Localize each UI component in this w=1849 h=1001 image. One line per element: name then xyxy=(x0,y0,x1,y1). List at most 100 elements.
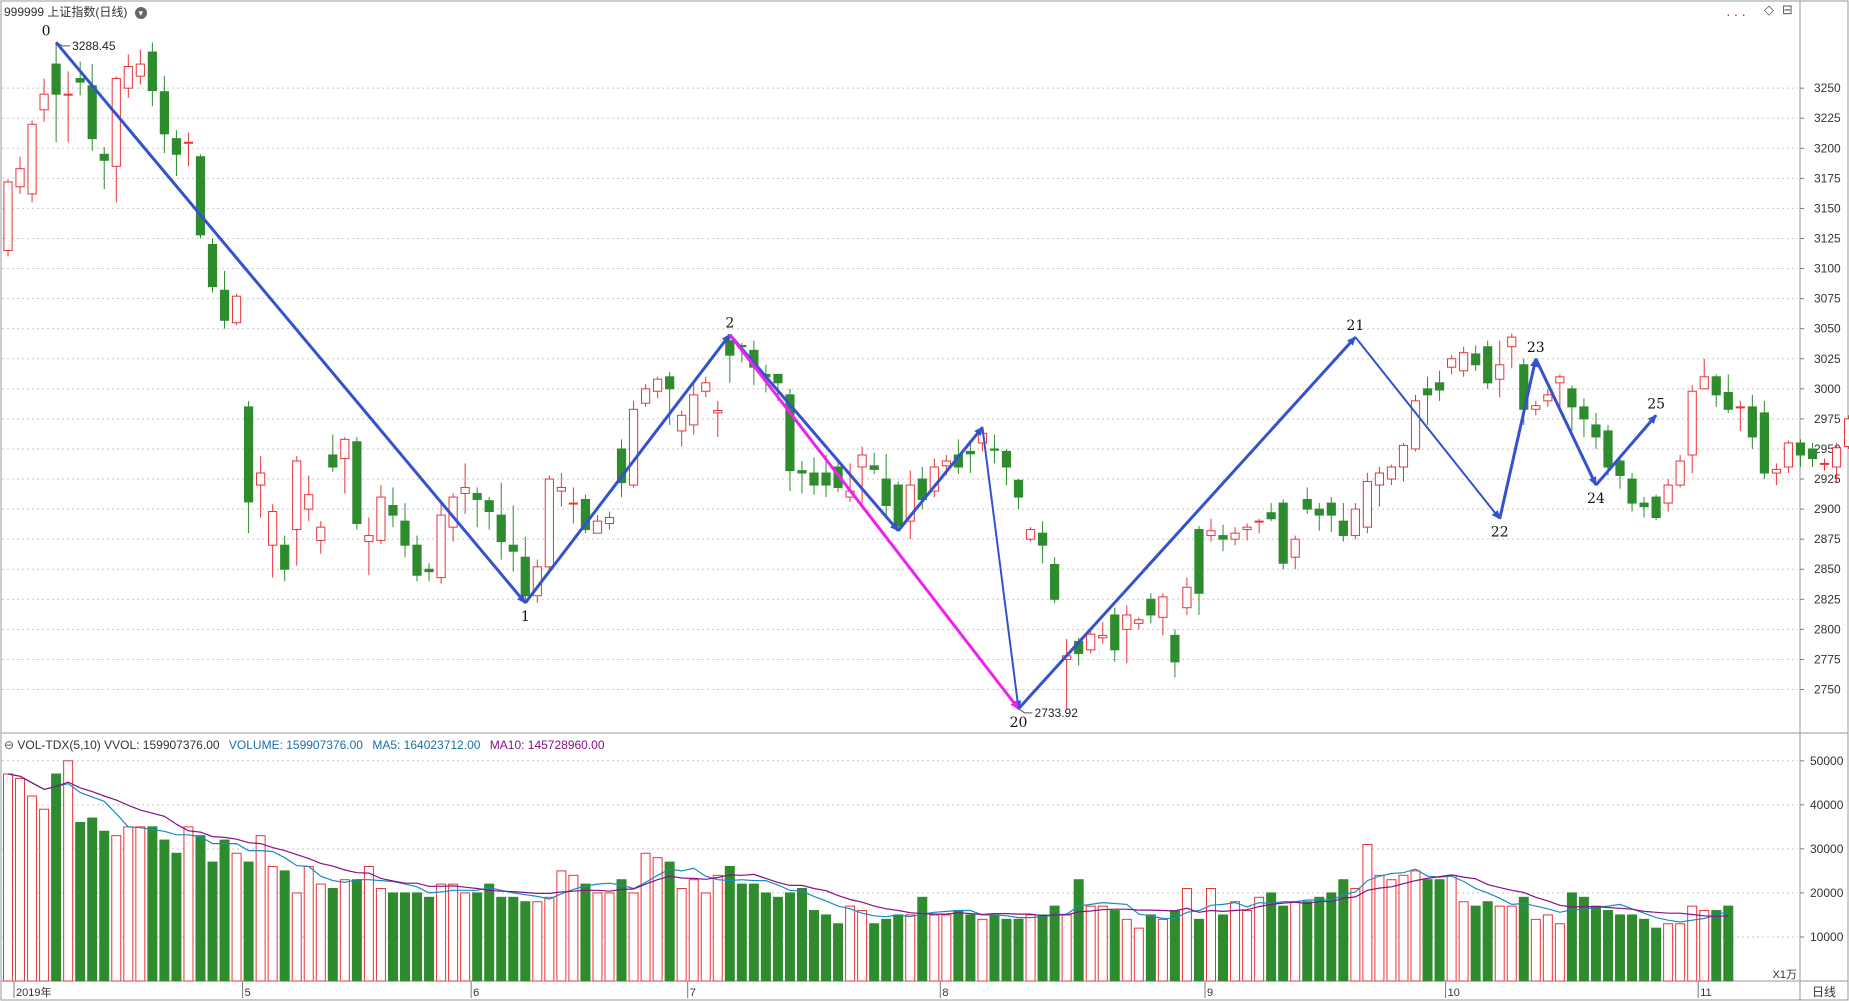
annotation-leader xyxy=(1018,708,1033,714)
candle-up xyxy=(689,394,699,426)
candle-down xyxy=(893,484,903,527)
candle-down xyxy=(1110,614,1120,651)
price-tick-label: 3250 xyxy=(1814,81,1841,95)
candle-down xyxy=(1603,430,1613,468)
price-tick-label: 2825 xyxy=(1814,592,1841,606)
pin-dots-icon[interactable]: ··· xyxy=(1726,6,1749,22)
volume-bar-down xyxy=(917,896,928,982)
vol-ma5: MA5: 164023712.00 xyxy=(372,738,481,752)
volume-bar-down xyxy=(351,879,362,982)
candle-down xyxy=(1483,346,1493,384)
volume-bar-down xyxy=(809,910,820,982)
volume-bar-down xyxy=(1434,879,1445,982)
volume-bar-up xyxy=(941,914,952,982)
price-tick-label: 3100 xyxy=(1814,262,1841,276)
volume-bar-up xyxy=(845,905,856,982)
wave-label: 24 xyxy=(1587,491,1605,507)
wave-line-2-a xyxy=(728,333,900,532)
wave-line-24-25 xyxy=(1594,414,1658,487)
candle-up xyxy=(604,517,615,525)
volume-bar-down xyxy=(616,879,627,982)
wave-label: 21 xyxy=(1346,318,1364,334)
candle-down xyxy=(1723,391,1733,410)
candle-up xyxy=(701,382,711,392)
volume-bar-down xyxy=(1302,901,1313,982)
vol-collapse-icon[interactable]: ⊖ xyxy=(4,738,15,752)
candle-up xyxy=(1735,406,1745,409)
volume-bar-up xyxy=(544,896,555,982)
candle-down xyxy=(400,520,410,546)
dropdown-icon[interactable]: ▾ xyxy=(134,6,147,19)
volume-bar-down xyxy=(424,896,435,982)
candle-down xyxy=(87,85,97,140)
candle-down xyxy=(1194,529,1204,594)
volume-bar-up xyxy=(1085,905,1096,982)
candle-down xyxy=(1422,388,1433,396)
candle-up xyxy=(292,460,302,531)
volume-bar-down xyxy=(1711,910,1722,982)
time-tick-label: 9 xyxy=(1207,987,1213,999)
wave-line-22-23 xyxy=(1498,357,1538,520)
volume-bar-up xyxy=(1362,843,1373,982)
volume-bar-up xyxy=(1675,923,1686,982)
candle-up xyxy=(1675,460,1685,486)
candle-up xyxy=(1410,400,1421,450)
candle-up xyxy=(460,486,470,494)
price-tick-label: 3175 xyxy=(1814,171,1841,185)
volume-bar-up xyxy=(1398,874,1409,982)
volume-bar-down xyxy=(760,892,771,982)
volume-bar-down xyxy=(75,821,86,982)
candle-down xyxy=(147,51,157,92)
volume-bar-down xyxy=(1073,879,1084,982)
candle-up xyxy=(568,502,579,505)
volume-bar-down xyxy=(219,839,230,982)
volume-bar-down xyxy=(1518,896,1529,982)
candle-up xyxy=(1819,462,1830,465)
volume-bar-down xyxy=(1193,918,1204,982)
candle-down xyxy=(1338,520,1348,537)
volume-bar-up xyxy=(183,826,194,982)
volume-tick-label: 20000 xyxy=(1810,886,1844,900)
wave-label: 22 xyxy=(1491,525,1509,541)
price-tick-label: 3050 xyxy=(1814,322,1841,336)
volume-bar-down xyxy=(484,883,495,982)
time-tick-label: 10 xyxy=(1448,987,1460,999)
candle-up xyxy=(123,66,133,89)
volume-bar-down xyxy=(1338,879,1349,982)
candle-down xyxy=(1001,450,1012,468)
diamond-icon[interactable]: ◇ xyxy=(1764,2,1774,17)
candle-down xyxy=(1579,406,1589,420)
wave-line-2-20 xyxy=(728,333,1020,710)
vol-indicator-name: VOL-TDX(5,10) xyxy=(17,738,101,752)
candle-up xyxy=(231,295,242,324)
candle-down xyxy=(75,78,85,83)
price-chart-header: 999999 上证指数(日线) ▾ xyxy=(4,3,147,20)
volume-bar-down xyxy=(1109,910,1120,982)
volume-bar-down xyxy=(520,901,531,982)
candle-up xyxy=(436,514,446,579)
candle-up xyxy=(1687,390,1697,456)
candle-down xyxy=(1013,479,1024,498)
price-tick-label: 2875 xyxy=(1814,532,1841,546)
volume-bar-up xyxy=(27,795,38,982)
candle-down xyxy=(1170,634,1180,663)
time-tick-label: 11 xyxy=(1700,987,1711,999)
candle-down xyxy=(580,498,591,531)
wave-label: 1 xyxy=(521,609,530,625)
candle-down xyxy=(785,394,795,472)
wave-line-a-b xyxy=(897,426,984,532)
candle-down xyxy=(1651,496,1661,519)
candle-down xyxy=(616,448,627,484)
price-tick-label: 2850 xyxy=(1814,562,1841,576)
wave-line-21-22 xyxy=(1354,336,1501,520)
volume-bar-down xyxy=(1145,914,1156,982)
volume-bar-up xyxy=(315,883,326,982)
candle-down xyxy=(1471,353,1481,366)
candle-up xyxy=(677,414,687,432)
volume-bar-up xyxy=(436,883,447,982)
volume-bar-up xyxy=(1494,905,1505,982)
candle-down xyxy=(1278,502,1288,564)
volume-bar-down xyxy=(893,914,904,982)
candle-up xyxy=(135,63,145,77)
settings-icon[interactable]: ⊟ xyxy=(1782,2,1793,17)
